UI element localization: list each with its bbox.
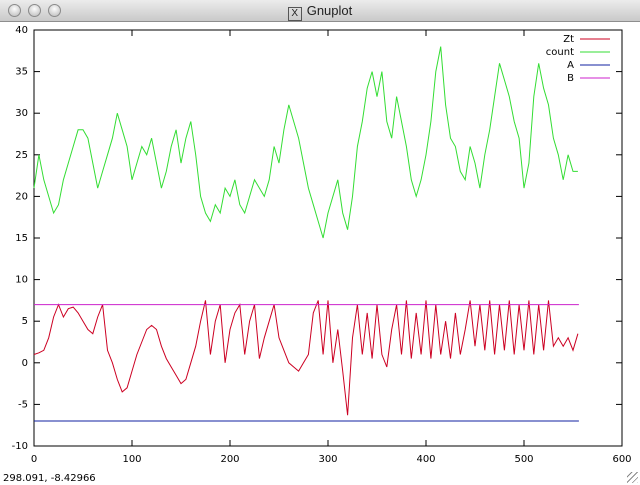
title-bar: X Gnuplot [0, 0, 640, 22]
window-title-wrap: X Gnuplot [0, 3, 640, 21]
legend-label: B [567, 73, 574, 84]
y-tick-label: 40 [15, 25, 28, 36]
y-tick-label: 10 [15, 275, 28, 286]
y-tick-label: 15 [15, 233, 28, 244]
legend-label: A [567, 60, 574, 71]
series-line [33, 46, 578, 239]
x-tick-label: 600 [612, 454, 631, 465]
close-button[interactable] [8, 4, 21, 17]
y-tick-label: 30 [15, 108, 28, 119]
plot-border [33, 29, 623, 447]
y-tick-label: 5 [22, 316, 28, 327]
x-tick-label: 100 [122, 454, 141, 465]
x-tick-label: 300 [318, 454, 337, 465]
y-tick-label: 0 [22, 358, 28, 369]
minimize-button[interactable] [28, 4, 41, 17]
status-text: 298.091, -8.42966 [3, 473, 96, 484]
series-line [33, 300, 579, 416]
x-tick-label: 400 [416, 454, 435, 465]
y-tick-label: -5 [18, 399, 28, 410]
y-tick-label: 35 [15, 67, 28, 78]
resize-grip[interactable] [627, 472, 638, 483]
window-title: Gnuplot [306, 3, 353, 18]
x11-icon: X [287, 7, 302, 21]
y-tick-label: 20 [15, 191, 28, 202]
legend-label: count [546, 47, 574, 58]
y-tick-label: 25 [15, 150, 28, 161]
x-tick-label: 200 [220, 454, 239, 465]
x-tick-label: 500 [514, 454, 533, 465]
zoom-button[interactable] [48, 4, 61, 17]
y-tick-label: -10 [12, 441, 28, 452]
legend-label: Zt [563, 34, 574, 45]
x-tick-label: 0 [31, 454, 37, 465]
